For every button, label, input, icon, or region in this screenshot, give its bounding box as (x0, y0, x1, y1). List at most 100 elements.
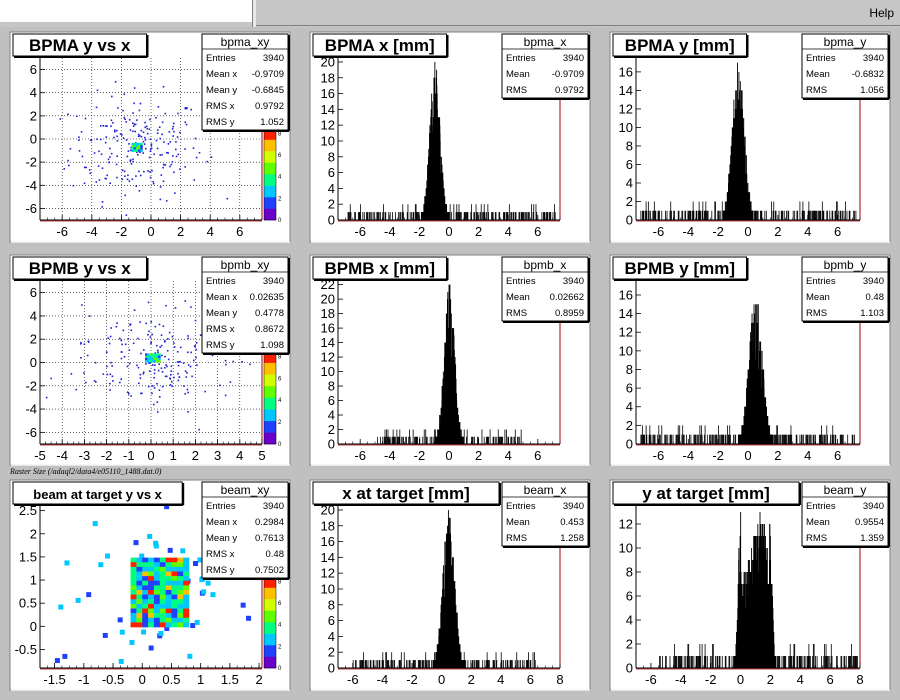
histogram-bar (542, 212, 544, 220)
density-cell (130, 599, 137, 605)
y-tick-label: 18 (321, 306, 335, 321)
histogram-bar (685, 656, 687, 668)
scatter-point (130, 395, 132, 397)
scatter-point (143, 143, 146, 145)
histogram-bar (398, 436, 400, 444)
histogram-bar (471, 204, 472, 220)
histogram-bar (790, 425, 792, 444)
scatter-point (138, 382, 140, 385)
density-cell (148, 599, 155, 605)
stats-row-value: 0.8672 (255, 324, 284, 335)
x-tick-label: 0 (737, 672, 744, 687)
scatter-point (159, 137, 162, 140)
histogram-bar (384, 212, 386, 220)
density-cell (142, 594, 149, 600)
scatter-point (201, 589, 207, 595)
histogram-bar (379, 660, 381, 668)
y-tick-label: 2 (30, 526, 37, 541)
y-tick-label: 12 (321, 118, 335, 133)
menu-bar: Help (0, 0, 900, 27)
histogram-bar (856, 656, 858, 668)
histogram-bar (385, 436, 387, 444)
help-menu[interactable]: Help (869, 6, 894, 20)
scatter-point (141, 629, 147, 635)
histogram-bar (673, 210, 675, 220)
scatter-point (160, 344, 163, 347)
y-tick-label: 4 (328, 181, 335, 196)
histogram-bar (519, 212, 521, 220)
histogram-bar (830, 434, 831, 444)
y-tick-label: 6 (626, 381, 633, 396)
scatter-point (127, 150, 130, 153)
density-cell (183, 576, 190, 582)
palette-tick-label: 6 (278, 601, 282, 607)
scatter-point (153, 364, 156, 367)
histogram-bar (799, 434, 801, 444)
scatter-point (96, 89, 99, 92)
histogram-bar (731, 656, 733, 668)
histogram-bar (803, 210, 805, 220)
scatter-point (172, 135, 174, 137)
palette-tick-label: 6 (278, 153, 282, 159)
histogram-bar (693, 656, 695, 668)
histogram-bar (849, 656, 851, 668)
histogram-bar (678, 434, 680, 444)
scatter-point (171, 335, 174, 338)
scatter-point (122, 109, 124, 112)
scatter-point (204, 390, 206, 393)
y-tick-label: 12 (321, 566, 335, 581)
scatter-point (100, 153, 103, 156)
histogram-bar (794, 210, 796, 220)
scatter-point (164, 504, 170, 510)
histogram-bar (416, 436, 418, 444)
histogram-bar (466, 436, 467, 444)
histogram-bar (822, 210, 824, 220)
histogram-bar (472, 436, 474, 444)
histogram-bar (680, 656, 681, 668)
scatter-point (133, 123, 136, 126)
histogram-bar (821, 201, 823, 220)
scatter-point (153, 387, 156, 389)
density-cell (147, 357, 150, 361)
scatter-point (149, 150, 152, 153)
density-cell (183, 571, 190, 577)
scatter-point (134, 123, 137, 126)
histogram-bar (845, 201, 846, 220)
y-tick-label: -0.5 (15, 642, 37, 657)
histogram-bar (386, 429, 387, 444)
density-cell (171, 580, 178, 586)
stats-row-value: 1.359 (860, 533, 884, 544)
scatter-point (169, 377, 171, 380)
x-tick-label: 2 (475, 224, 482, 239)
histogram-bar (821, 434, 823, 444)
histogram-bar (721, 434, 723, 444)
density-cell (135, 147, 139, 150)
scatter-point (114, 130, 116, 133)
palette-swatch (264, 432, 276, 445)
histogram-bar (457, 212, 458, 220)
histogram-bar (383, 436, 385, 444)
histogram-bar (716, 434, 718, 444)
x-tick-label: 4 (797, 672, 804, 687)
histogram-bar (782, 210, 784, 220)
density-cell (136, 562, 143, 568)
histogram-bar (393, 660, 395, 668)
histogram-bar (813, 434, 815, 444)
histogram-bar (702, 201, 704, 220)
histogram-bar (674, 656, 676, 668)
scatter-point (78, 150, 81, 152)
histogram-bar (644, 434, 646, 444)
scatter-point (78, 136, 80, 138)
histogram-bar (802, 201, 804, 220)
density-cell (153, 353, 157, 356)
stats-row-label: RMS (806, 308, 827, 319)
histogram-bar (727, 425, 728, 444)
histogram-bar (376, 212, 378, 220)
histogram-bar (806, 656, 808, 668)
density-cell (148, 576, 155, 582)
density-cell (130, 562, 137, 568)
histogram-bar (796, 210, 798, 220)
x-tick-label: 2 (475, 448, 482, 463)
scatter-point (153, 540, 159, 546)
histogram-bar (823, 210, 825, 220)
